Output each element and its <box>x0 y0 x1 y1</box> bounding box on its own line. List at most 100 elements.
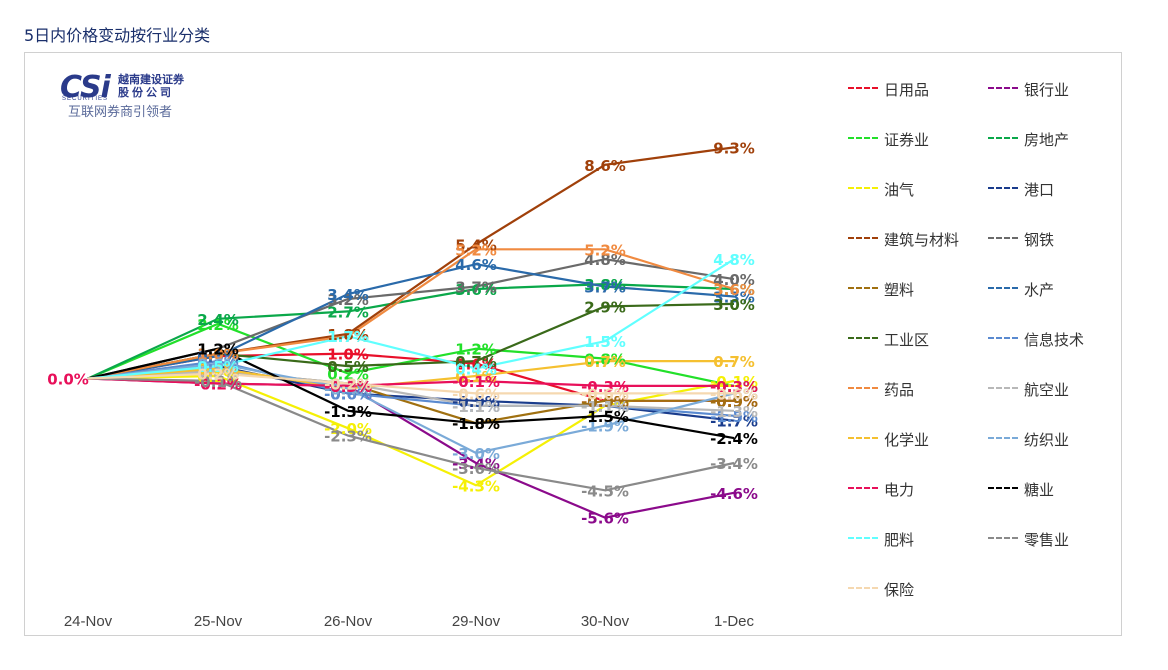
series-line-12 <box>87 248 735 380</box>
data-label: 3.2% <box>327 291 369 309</box>
data-label: 0.2% <box>327 366 369 384</box>
legend-label: 药品 <box>884 380 915 399</box>
series-line-2 <box>87 322 735 387</box>
legend-swatch <box>848 87 878 91</box>
legend-swatch <box>848 287 878 291</box>
data-label: -0.2% <box>324 376 372 394</box>
data-label: -1.5% <box>710 408 758 426</box>
x-tick-label: 1-Dec <box>714 613 755 630</box>
series-line-9 <box>87 263 735 380</box>
legend-item[interactable]: 油气 <box>848 174 914 204</box>
data-label: 0.9% <box>197 348 239 366</box>
data-label: -5.6% <box>581 510 629 528</box>
legend-label: 糖业 <box>1024 480 1055 499</box>
legend-swatch <box>848 337 878 341</box>
legend-item[interactable]: 纺织业 <box>988 424 1069 454</box>
legend-item[interactable]: 钢铁 <box>988 224 1054 254</box>
legend-swatch <box>988 487 1018 491</box>
series-line-6 <box>87 146 735 380</box>
legend-label: 肥料 <box>884 530 915 549</box>
legend-item[interactable]: 工业区 <box>848 324 929 354</box>
data-label: 2.4% <box>197 311 239 329</box>
logo-company-line1: 越南建设证券 <box>118 73 184 86</box>
series-line-3 <box>87 282 735 380</box>
legend-label: 港口 <box>1024 180 1055 199</box>
data-label: 1.7% <box>327 328 369 346</box>
legend-item[interactable]: 保险 <box>848 574 914 604</box>
data-label: 3.0% <box>713 296 755 314</box>
series-line-13 <box>87 369 735 412</box>
data-label: -0.4% <box>324 380 372 398</box>
data-label: 0.7% <box>455 353 497 371</box>
legend-swatch <box>988 387 1018 391</box>
legend-label: 纺织业 <box>1024 430 1070 449</box>
data-label: -1.3% <box>324 403 372 421</box>
data-label: -1.1% <box>581 398 629 416</box>
data-label: 2.2% <box>197 316 239 334</box>
data-label: -1.1% <box>581 398 629 416</box>
data-label: -4.5% <box>581 482 629 500</box>
x-tick-label: 26-Nov <box>324 613 373 630</box>
legend-item[interactable]: 塑料 <box>848 274 914 304</box>
data-label: -0.2% <box>194 376 242 394</box>
data-label: 0.6% <box>455 356 497 374</box>
data-label: 0.7% <box>713 353 755 371</box>
legend-item[interactable]: 日用品 <box>848 74 929 104</box>
legend-item[interactable]: 零售业 <box>988 524 1069 554</box>
data-label: 3.7% <box>455 279 497 297</box>
data-label: 5.2% <box>455 241 497 259</box>
legend-item[interactable]: 港口 <box>988 174 1054 204</box>
data-label: 1.7% <box>327 328 369 346</box>
legend-swatch <box>988 537 1018 541</box>
data-label: 0.5% <box>197 358 239 376</box>
legend-swatch <box>988 437 1018 441</box>
legend-swatch <box>848 187 878 191</box>
data-label: -1.8% <box>452 415 500 433</box>
legend-item[interactable]: 银行业 <box>988 74 1069 104</box>
legend-label: 水产 <box>1024 280 1055 299</box>
data-label: 4.6% <box>455 256 497 274</box>
data-label: 9.3% <box>713 139 755 157</box>
legend-item[interactable]: 航空业 <box>988 374 1069 404</box>
legend-item[interactable]: 电力 <box>848 474 914 504</box>
legend-item[interactable]: 化学业 <box>848 424 929 454</box>
data-label: 0.9% <box>197 348 239 366</box>
data-label: 0.6% <box>197 356 239 374</box>
legend-swatch <box>848 487 878 491</box>
legend-item[interactable]: 信息技术 <box>988 324 1084 354</box>
series-line-14 <box>87 360 734 390</box>
data-label: -0.6% <box>324 385 372 403</box>
legend-item[interactable]: 药品 <box>848 374 914 404</box>
data-label: 0.4% <box>455 361 497 379</box>
data-label: 1.0% <box>197 346 239 364</box>
data-label: 1.5% <box>584 333 626 351</box>
series-line-16 <box>87 377 734 388</box>
data-label: 0.5% <box>327 358 369 376</box>
data-label: -1.1% <box>452 398 500 416</box>
legend-item[interactable]: 建筑与材料 <box>848 224 959 254</box>
legend-swatch <box>988 187 1018 191</box>
legend-label: 油气 <box>884 180 915 199</box>
legend-item[interactable]: 水产 <box>988 274 1054 304</box>
data-label: -0.3% <box>581 378 629 396</box>
legend-swatch <box>848 387 878 391</box>
legend-item[interactable]: 肥料 <box>848 524 914 554</box>
legend-swatch <box>848 537 878 541</box>
legend-item[interactable]: 证券业 <box>848 124 929 154</box>
series-line-18 <box>87 258 735 380</box>
data-label: 1.0% <box>197 346 239 364</box>
legend-label: 塑料 <box>884 280 915 299</box>
data-label: -3.0% <box>452 445 500 463</box>
x-tick-label: 25-Nov <box>194 613 243 630</box>
legend-swatch <box>848 137 878 141</box>
legend-label: 房地产 <box>1024 130 1070 149</box>
data-label: -2.3% <box>324 428 372 446</box>
logo-company-line2: 股份公司 <box>118 86 174 99</box>
chart-frame <box>24 52 1122 636</box>
legend-label: 信息技术 <box>1024 330 1085 349</box>
x-tick-label: 24-Nov <box>64 613 113 630</box>
legend-item[interactable]: 糖业 <box>988 474 1054 504</box>
data-label: -0.6% <box>324 385 372 403</box>
data-label: -3.4% <box>710 455 758 473</box>
legend-item[interactable]: 房地产 <box>988 124 1069 154</box>
